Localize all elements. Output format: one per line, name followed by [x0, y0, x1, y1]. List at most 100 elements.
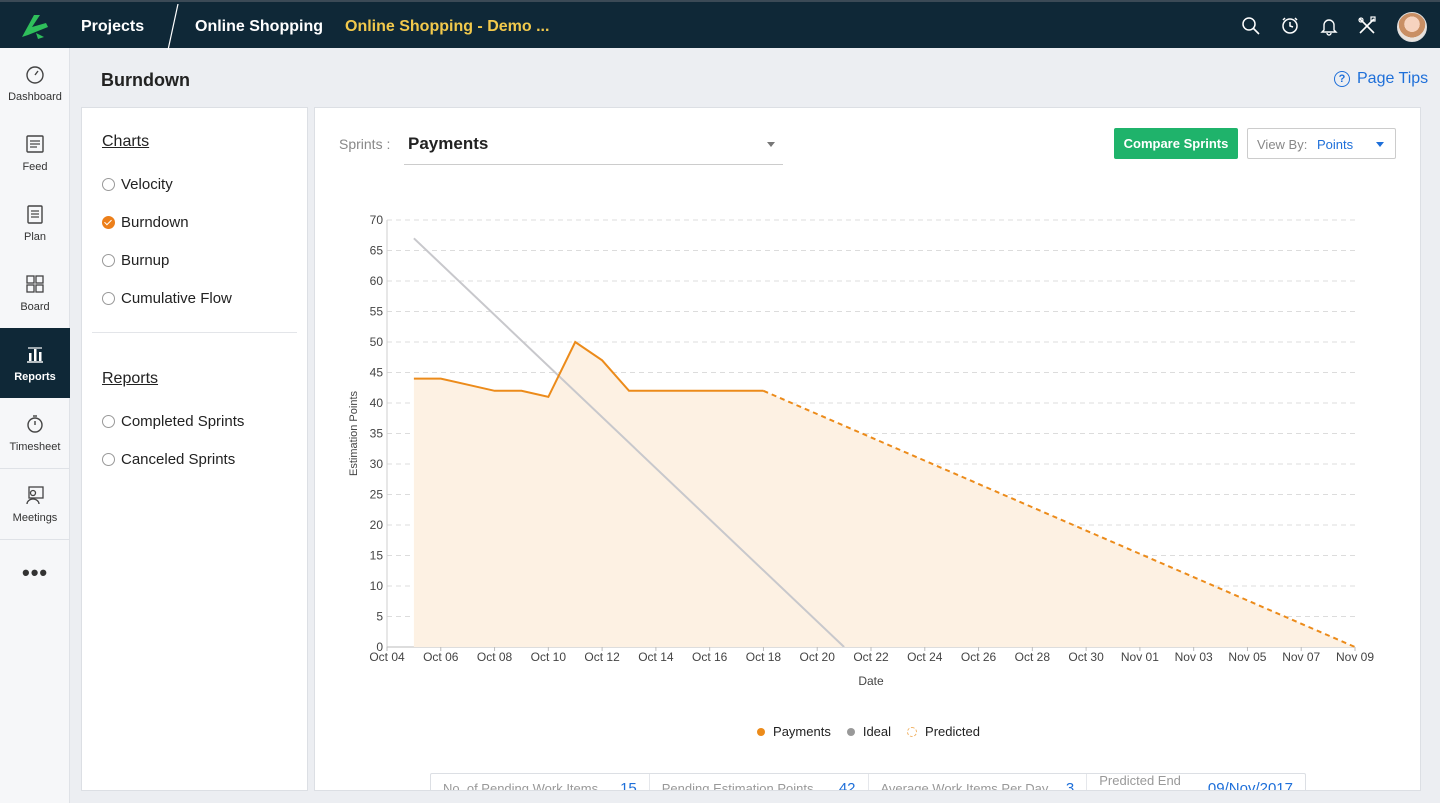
x-tick-label: Oct 20 [800, 650, 836, 664]
x-tick-label: Oct 06 [423, 650, 459, 664]
radio-burnup[interactable]: Burnup [102, 252, 169, 269]
sidebar-item-meetings[interactable]: Meetings [0, 469, 70, 539]
page-tips-link[interactable]: ? Page Tips [1334, 70, 1428, 88]
radio-button[interactable] [102, 254, 115, 267]
y-tick-label: 5 [376, 610, 383, 624]
sidebar-item-label: Dashboard [8, 91, 62, 103]
radio-button[interactable] [102, 178, 115, 191]
chart-type-panel: Charts Velocity Burndown Burnup Cumulati… [81, 107, 308, 791]
y-tick-label: 60 [370, 274, 384, 288]
breadcrumb-separator [167, 4, 179, 50]
sidebar-divider [0, 539, 70, 540]
more-menu-icon[interactable]: ••• [22, 560, 49, 585]
legend-item-payments[interactable]: Payments [757, 724, 831, 739]
view-by-value: Points [1317, 137, 1354, 152]
x-tick-label: Oct 30 [1068, 650, 1104, 664]
x-tick-label: Nov 07 [1282, 650, 1320, 664]
sidebar-item-reports[interactable]: Reports [0, 328, 70, 398]
series-payments-line [413, 340, 764, 399]
gauge-icon [26, 66, 44, 84]
charts-heading: Charts [102, 133, 150, 150]
timer-icon[interactable] [1278, 14, 1302, 38]
x-tick-label: Nov 05 [1228, 650, 1266, 664]
x-tick-label: Oct 26 [961, 650, 997, 664]
radio-label: Canceled Sprints [121, 451, 236, 468]
radio-burndown[interactable]: Burndown [102, 214, 189, 231]
y-tick-label: 40 [370, 396, 384, 410]
radio-label: Velocity [121, 176, 173, 193]
stat-value: 15 [620, 779, 637, 791]
feed-icon [26, 135, 44, 153]
y-tick-label: 15 [370, 549, 384, 563]
sidebar-item-label: Reports [14, 371, 56, 383]
tools-icon[interactable] [1355, 14, 1379, 38]
series-ideal-line [413, 237, 845, 648]
radio-label: Completed Sprints [121, 413, 245, 430]
radio-canceled-sprints[interactable]: Canceled Sprints [102, 451, 235, 468]
sidebar-item-plan[interactable]: Plan [0, 188, 70, 258]
page-tips-label: Page Tips [1357, 70, 1429, 87]
y-tick-label: 35 [370, 427, 384, 441]
legend-dot [846, 727, 855, 736]
y-tick-label: 30 [370, 457, 384, 471]
legend-item-ideal[interactable]: Ideal [846, 724, 891, 739]
reports-icon [27, 347, 43, 363]
y-tick-label: 65 [370, 244, 384, 258]
sidebar-item-board[interactable]: Board [0, 258, 70, 328]
sidebar-item-label: Feed [22, 161, 48, 173]
radio-cumulative-flow[interactable]: Cumulative Flow [102, 290, 232, 307]
radio-button-checked[interactable] [102, 216, 115, 229]
x-tick-label: Nov 03 [1175, 650, 1213, 664]
stat-predicted-end: Predicted End Date 09/Nov/2017 [1087, 773, 1305, 791]
workspace-name-link[interactable]: Online Shopping - Demo ... [345, 18, 550, 35]
reports-heading: Reports [102, 370, 159, 387]
legend-dot [757, 727, 766, 736]
compare-sprints-button[interactable]: Compare Sprints [1114, 128, 1238, 159]
legend-item-predicted[interactable]: Predicted [907, 724, 980, 739]
project-name-link[interactable]: Online Shopping [195, 18, 323, 35]
search-icon[interactable] [1239, 14, 1263, 38]
legend-label: Predicted [925, 724, 980, 739]
sidebar-item-timesheet[interactable]: Timesheet [0, 398, 70, 468]
sidebar-item-dashboard[interactable]: Dashboard [0, 48, 70, 118]
y-tick-label: 55 [370, 305, 384, 319]
radio-button[interactable] [102, 292, 115, 305]
x-tick-label: Oct 24 [907, 650, 943, 664]
projects-link[interactable]: Projects [81, 18, 145, 35]
page-title: Burndown [101, 70, 190, 90]
sprint-stats-strip: No. of Pending Work Items 15 Pending Est… [430, 773, 1306, 791]
radio-completed-sprints[interactable]: Completed Sprints [102, 413, 244, 430]
radio-label: Burndown [121, 214, 189, 231]
y-tick-label: 25 [370, 488, 384, 502]
x-tick-label: Oct 04 [369, 650, 405, 664]
legend-dot [907, 726, 918, 737]
x-tick-label: Oct 28 [1015, 650, 1051, 664]
y-tick-label: 10 [370, 579, 384, 593]
radio-button[interactable] [102, 453, 115, 466]
sidebar-item-label: Meetings [12, 512, 58, 524]
sprint-select[interactable]: Payments [404, 126, 783, 165]
stat-value: 09/Nov/2017 [1207, 779, 1293, 791]
view-by-select[interactable]: View By: Points [1247, 128, 1396, 159]
user-avatar[interactable] [1397, 12, 1427, 42]
sidebar: Dashboard Feed Plan Board Reports Timesh… [0, 48, 70, 803]
radio-button[interactable] [102, 415, 115, 428]
sidebar-item-label: Board [20, 301, 50, 313]
x-tick-label: Oct 18 [746, 650, 782, 664]
radio-label: Cumulative Flow [121, 290, 232, 307]
bell-icon[interactable] [1317, 14, 1341, 38]
sidebar-divider [0, 468, 70, 469]
y-tick-label: 0 [376, 640, 383, 654]
stat-pending-items: No. of Pending Work Items 15 [431, 774, 650, 791]
x-tick-label: Nov 01 [1121, 650, 1159, 664]
legend-label: Payments [773, 724, 831, 739]
sidebar-item-feed[interactable]: Feed [0, 118, 70, 188]
x-axis-title: Date [858, 674, 884, 688]
radio-velocity[interactable]: Velocity [102, 176, 173, 193]
plan-icon [27, 205, 43, 224]
app-logo-icon[interactable] [18, 11, 52, 41]
y-tick-label: 20 [370, 518, 384, 532]
x-tick-label: Nov 09 [1336, 650, 1374, 664]
chart-legend: Payments Ideal Predicted [315, 724, 1420, 739]
burndown-chart: 0 5 10 15 20 25 30 35 40 45 50 55 60 65 70 Oct 04 Oct 06… [348, 213, 1374, 688]
